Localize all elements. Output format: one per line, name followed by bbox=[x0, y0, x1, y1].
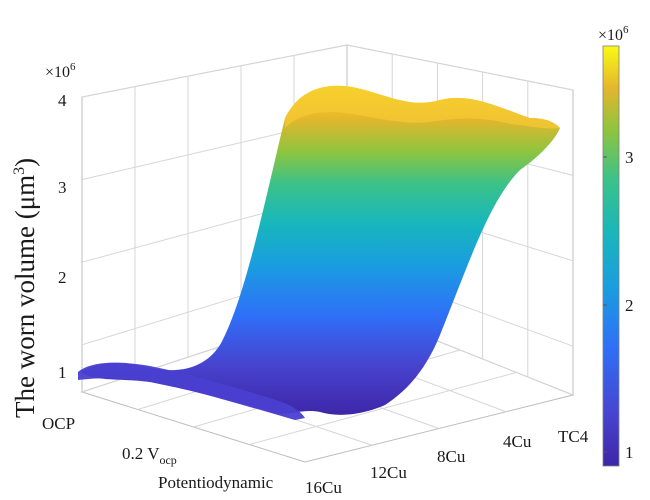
colorbar-tick-label: 1 bbox=[625, 443, 634, 462]
y-tick-label: 8Cu bbox=[437, 447, 466, 466]
colorbar-scale-label: ×106 bbox=[598, 24, 629, 44]
x-axis: OCP 0.2 Vocp Potentiodynamic bbox=[42, 414, 274, 492]
colorbar-gradient bbox=[602, 45, 620, 467]
grid-line bbox=[249, 372, 517, 445]
y-tick-label: TC4 bbox=[558, 427, 589, 446]
surface-body bbox=[80, 85, 560, 415]
y-tick-label: 16Cu bbox=[305, 478, 342, 497]
colorbar-tick-label: 3 bbox=[625, 148, 634, 167]
colorbar-tick-label: 2 bbox=[625, 296, 634, 315]
z-axis-label: The worn volume (μm3) bbox=[10, 158, 40, 418]
grid-line bbox=[346, 44, 574, 91]
z-tick-label: 2 bbox=[58, 268, 67, 287]
y-axis: 16Cu 12Cu 8Cu 4Cu TC4 bbox=[305, 427, 589, 497]
z-axis: ×106 4 3 2 1 bbox=[45, 61, 76, 382]
z-scale-label: ×106 bbox=[45, 61, 76, 81]
grid-line bbox=[81, 44, 348, 98]
x-tick-label: Potentiodynamic bbox=[158, 473, 274, 492]
y-tick-label: 12Cu bbox=[370, 463, 407, 482]
x-tick-label: 0.2 Vocp bbox=[122, 444, 177, 467]
z-tick-label: 3 bbox=[58, 178, 67, 197]
surface-top-ridge bbox=[285, 85, 560, 129]
z-tick-label: 4 bbox=[58, 91, 67, 110]
z-tick-label: 1 bbox=[58, 363, 67, 382]
surface-plot bbox=[78, 85, 560, 420]
colorbar: ×106 3 2 1 bbox=[598, 24, 634, 467]
x-tick-label: OCP bbox=[42, 414, 75, 433]
surface-front-rim bbox=[78, 362, 305, 420]
y-tick-label: 4Cu bbox=[503, 432, 532, 451]
